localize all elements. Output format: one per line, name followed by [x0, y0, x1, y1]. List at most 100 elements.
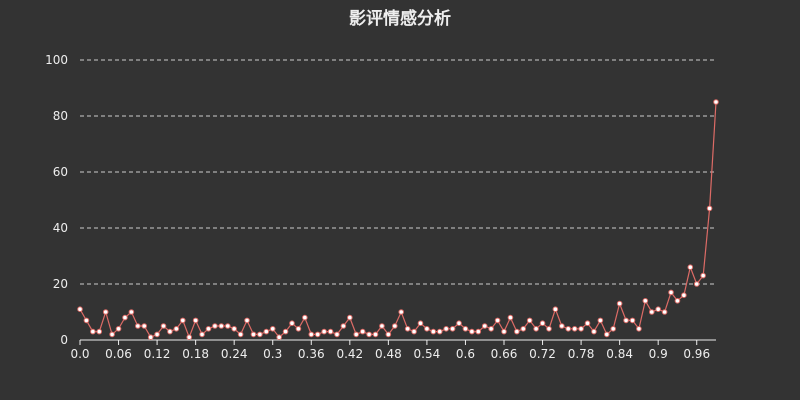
data-point[interactable] — [263, 328, 270, 335]
data-point[interactable] — [147, 334, 154, 341]
data-point[interactable] — [475, 328, 482, 335]
data-point[interactable] — [327, 328, 334, 335]
data-point[interactable] — [212, 323, 218, 329]
data-point[interactable] — [353, 331, 360, 338]
data-point[interactable] — [192, 317, 199, 324]
data-point[interactable] — [83, 317, 90, 324]
data-point[interactable] — [610, 326, 617, 332]
data-point[interactable] — [469, 328, 475, 335]
data-point[interactable] — [77, 306, 83, 313]
data-point[interactable] — [372, 331, 379, 338]
data-point[interactable] — [404, 326, 411, 332]
data-point[interactable] — [636, 326, 642, 332]
data-point[interactable] — [96, 328, 103, 335]
data-point[interactable] — [173, 326, 180, 332]
data-point[interactable] — [417, 320, 424, 327]
data-point[interactable] — [224, 323, 231, 329]
data-point[interactable] — [533, 326, 539, 332]
data-point[interactable] — [687, 264, 694, 271]
data-point[interactable] — [526, 317, 533, 324]
data-point[interactable] — [321, 328, 327, 335]
data-point[interactable] — [642, 298, 649, 304]
data-point[interactable] — [167, 328, 173, 335]
data-point[interactable] — [160, 323, 167, 329]
data-point[interactable] — [141, 323, 148, 329]
data-point[interactable] — [507, 314, 514, 321]
data-point[interactable] — [179, 317, 186, 324]
data-point[interactable] — [539, 320, 546, 327]
data-point[interactable] — [655, 306, 661, 313]
data-point[interactable] — [661, 309, 668, 315]
data-point[interactable] — [681, 292, 687, 299]
data-point[interactable] — [430, 328, 437, 335]
data-point[interactable] — [559, 323, 565, 329]
data-point[interactable] — [269, 326, 276, 332]
data-point[interactable] — [424, 326, 430, 332]
data-point[interactable] — [257, 331, 263, 338]
data-point[interactable] — [308, 331, 315, 338]
data-point[interactable] — [597, 317, 604, 324]
data-point[interactable] — [693, 281, 700, 287]
data-point[interactable] — [154, 331, 160, 338]
data-point[interactable] — [462, 326, 469, 332]
data-point[interactable] — [648, 309, 655, 315]
data-point[interactable] — [205, 326, 212, 332]
data-point[interactable] — [237, 331, 244, 338]
data-point[interactable] — [391, 323, 398, 329]
data-point[interactable] — [552, 306, 559, 313]
data-point[interactable] — [584, 320, 591, 327]
data-point[interactable] — [501, 328, 507, 335]
data-point[interactable] — [565, 326, 572, 332]
data-point[interactable] — [135, 323, 141, 329]
data-point[interactable] — [334, 331, 340, 338]
data-point[interactable] — [385, 331, 392, 338]
data-point[interactable] — [276, 334, 282, 341]
data-point[interactable] — [411, 328, 417, 335]
data-point[interactable] — [289, 320, 295, 327]
data-point[interactable] — [520, 326, 527, 332]
data-point[interactable] — [494, 317, 501, 324]
data-point[interactable] — [449, 326, 456, 332]
data-point[interactable] — [436, 328, 443, 335]
data-point[interactable] — [340, 323, 347, 329]
data-point[interactable] — [456, 320, 462, 327]
data-point[interactable] — [398, 309, 405, 315]
data-point[interactable] — [366, 331, 372, 338]
data-point[interactable] — [282, 328, 289, 335]
data-point[interactable] — [443, 326, 449, 332]
data-point[interactable] — [700, 272, 706, 279]
data-point[interactable] — [603, 331, 610, 338]
data-point[interactable] — [90, 328, 96, 335]
data-point[interactable] — [115, 326, 122, 332]
data-point[interactable] — [314, 331, 321, 338]
data-point[interactable] — [186, 334, 193, 341]
data-point[interactable] — [488, 326, 494, 332]
data-point[interactable] — [668, 289, 674, 296]
data-point[interactable] — [218, 323, 225, 329]
data-point[interactable] — [578, 326, 584, 332]
data-point[interactable] — [616, 300, 623, 307]
data-point[interactable] — [713, 99, 719, 105]
data-point[interactable] — [514, 328, 520, 335]
data-point[interactable] — [347, 314, 353, 321]
data-point[interactable] — [109, 331, 115, 338]
data-point[interactable] — [571, 326, 578, 332]
data-point[interactable] — [122, 314, 128, 321]
data-point[interactable] — [244, 317, 250, 324]
data-point[interactable] — [481, 323, 488, 329]
data-point[interactable] — [302, 314, 308, 321]
data-point[interactable] — [199, 331, 205, 338]
data-point[interactable] — [250, 331, 257, 338]
data-point[interactable] — [359, 328, 366, 335]
data-point[interactable] — [379, 323, 385, 329]
data-point[interactable] — [231, 326, 237, 332]
data-point[interactable] — [295, 326, 302, 332]
data-point[interactable] — [674, 298, 681, 304]
data-point[interactable] — [623, 317, 629, 324]
data-point[interactable] — [102, 309, 109, 315]
data-point[interactable] — [546, 326, 552, 332]
data-point[interactable] — [706, 205, 713, 212]
data-point[interactable] — [128, 309, 135, 315]
data-point[interactable] — [591, 328, 597, 335]
data-point[interactable] — [629, 317, 636, 324]
